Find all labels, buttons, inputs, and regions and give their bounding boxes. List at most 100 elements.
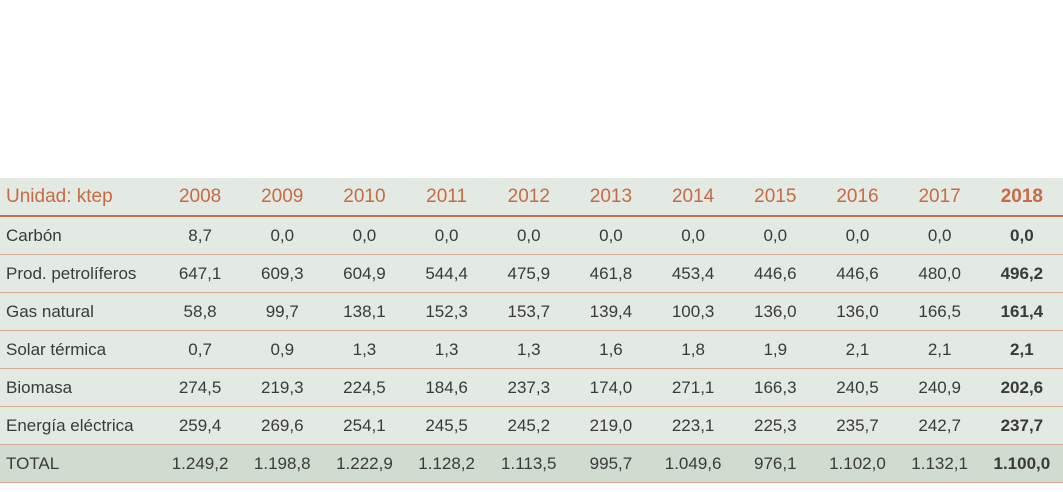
- cell-value: 0,0: [241, 216, 324, 255]
- row-label: Gas natural: [0, 292, 159, 331]
- cell-value: 1,3: [323, 330, 406, 369]
- cell-value: 446,6: [816, 254, 899, 293]
- cell-value: 138,1: [323, 292, 406, 331]
- cell-value: 0,0: [569, 216, 653, 255]
- cell-value: 136,0: [816, 292, 899, 331]
- cell-value: 166,3: [734, 368, 817, 407]
- cell-value: 480,0: [898, 254, 981, 293]
- cell-value: 99,7: [241, 292, 324, 331]
- year-header: 2015: [734, 178, 817, 217]
- unit-label: Unidad: ktep: [0, 178, 159, 217]
- cell-value: 219,0: [569, 406, 653, 445]
- cell-value: 647,1: [159, 254, 242, 293]
- cell-value: 995,7: [569, 444, 653, 483]
- cell-value: 1.249,2: [159, 444, 242, 483]
- cell-value: 245,2: [487, 406, 570, 445]
- cell-value: 274,5: [159, 368, 242, 407]
- cell-value: 544,4: [405, 254, 488, 293]
- cell-value: 224,5: [323, 368, 406, 407]
- table-row: Prod. petrolíferos 647,1 609,3 604,9 544,4 47…: [0, 254, 1063, 293]
- table-row: Solar térmica 0,7 0,9 1,3 1,3 1,3 1,6 1,8 1,9 2,1…: [0, 330, 1063, 369]
- total-row: TOTAL 1.249,2 1.198,8 1.222,9 1.128,2 1.113,5…: [0, 444, 1063, 483]
- row-label: Solar térmica: [0, 330, 159, 369]
- cell-value: 166,5: [898, 292, 981, 331]
- cell-value: 1,3: [487, 330, 570, 369]
- cell-value: 475,9: [487, 254, 570, 293]
- cell-value: 240,5: [816, 368, 899, 407]
- row-label: Prod. petrolíferos: [0, 254, 159, 293]
- header-row: Unidad: ktep 2008 2009 2010 2011 2012 2013 201…: [0, 178, 1063, 217]
- cell-value: 1.100,0: [980, 444, 1063, 483]
- cell-value: 496,2: [980, 254, 1063, 293]
- cell-value: 245,5: [405, 406, 488, 445]
- cell-value: 174,0: [569, 368, 653, 407]
- cell-value: 0,0: [487, 216, 570, 255]
- cell-value: 1,3: [405, 330, 488, 369]
- cell-value: 153,7: [487, 292, 570, 331]
- row-label: Energía eléctrica: [0, 406, 159, 445]
- cell-value: 0,0: [898, 216, 981, 255]
- year-header: 2017: [898, 178, 981, 217]
- cell-value: 976,1: [734, 444, 817, 483]
- cell-value: 604,9: [323, 254, 406, 293]
- cell-value: 237,3: [487, 368, 570, 407]
- row-label: TOTAL: [0, 444, 159, 483]
- cell-value: 0,9: [241, 330, 324, 369]
- table-row: Biomasa 274,5 219,3 224,5 184,6 237,3 174,0 271…: [0, 368, 1063, 407]
- cell-value: 1.102,0: [816, 444, 899, 483]
- cell-value: 446,6: [734, 254, 817, 293]
- cell-value: 0,0: [734, 216, 817, 255]
- cell-value: 161,4: [980, 292, 1063, 331]
- year-header: 2018: [980, 178, 1063, 217]
- cell-value: 0,7: [159, 330, 242, 369]
- cell-value: 1,9: [734, 330, 817, 369]
- year-header: 2009: [241, 178, 324, 217]
- row-label: Carbón: [0, 216, 159, 255]
- cell-value: 2,1: [898, 330, 981, 369]
- cell-value: 219,3: [241, 368, 324, 407]
- cell-value: 2,1: [816, 330, 899, 369]
- cell-value: 242,7: [898, 406, 981, 445]
- year-header: 2016: [816, 178, 899, 217]
- table-row: Carbón 8,7 0,0 0,0 0,0 0,0 0,0 0,0 0,0 0,0 0,0 0,0: [0, 216, 1063, 255]
- cell-value: 271,1: [652, 368, 735, 407]
- cell-value: 1,6: [569, 330, 653, 369]
- cell-value: 1.049,6: [652, 444, 735, 483]
- cell-value: 0,0: [652, 216, 735, 255]
- table-row: Energía eléctrica 259,4 269,6 254,1 245,5 245…: [0, 406, 1063, 445]
- cell-value: 184,6: [405, 368, 488, 407]
- cell-value: 152,3: [405, 292, 488, 331]
- year-header: 2008: [159, 178, 242, 217]
- cell-value: 136,0: [734, 292, 817, 331]
- year-header: 2011: [405, 178, 488, 217]
- cell-value: 223,1: [652, 406, 735, 445]
- cell-value: 58,8: [159, 292, 242, 331]
- cell-value: 453,4: [652, 254, 735, 293]
- cell-value: 202,6: [980, 368, 1063, 407]
- table-row: Gas natural 58,8 99,7 138,1 152,3 153,7 139,4 1…: [0, 292, 1063, 331]
- cell-value: 2,1: [980, 330, 1063, 369]
- cell-value: 237,7: [980, 406, 1063, 445]
- row-label: Biomasa: [0, 368, 159, 407]
- cell-value: 1.128,2: [405, 444, 488, 483]
- year-header: 2010: [323, 178, 406, 217]
- cell-value: 0,0: [980, 216, 1063, 255]
- cell-value: 1.113,5: [487, 444, 570, 483]
- cell-value: 139,4: [569, 292, 653, 331]
- cell-value: 235,7: [816, 406, 899, 445]
- cell-value: 609,3: [241, 254, 324, 293]
- cell-value: 254,1: [323, 406, 406, 445]
- cell-value: 461,8: [569, 254, 653, 293]
- cell-value: 0,0: [323, 216, 406, 255]
- cell-value: 0,0: [816, 216, 899, 255]
- energy-consumption-table: Unidad: ktep 2008 2009 2010 2011 2012 2013 201…: [0, 178, 1063, 483]
- cell-value: 1.132,1: [898, 444, 981, 483]
- year-header: 2013: [569, 178, 653, 217]
- year-header: 2014: [652, 178, 735, 217]
- cell-value: 1,8: [652, 330, 735, 369]
- cell-value: 269,6: [241, 406, 324, 445]
- cell-value: 225,3: [734, 406, 817, 445]
- cell-value: 1.198,8: [241, 444, 324, 483]
- cell-value: 8,7: [159, 216, 242, 255]
- cell-value: 240,9: [898, 368, 981, 407]
